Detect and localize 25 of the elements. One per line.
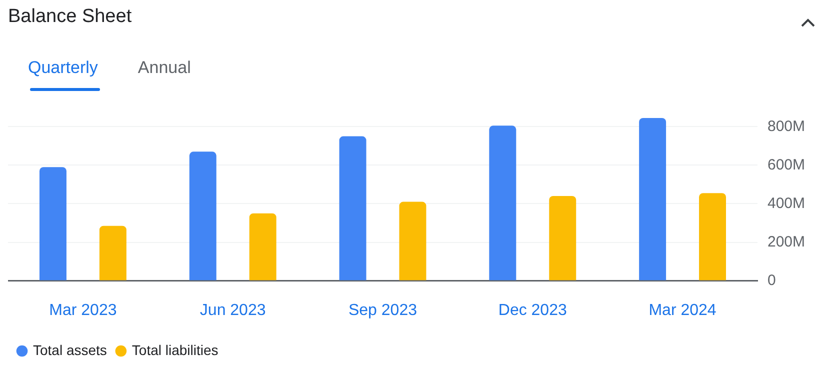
legend-label: Total liabilities (132, 342, 218, 358)
y-tick-label: 0 (767, 272, 776, 289)
bar (249, 213, 276, 280)
x-tick-label: Sep 2023 (348, 302, 418, 319)
bar (339, 136, 366, 280)
legend-label: Total assets (33, 342, 107, 358)
x-tick-label: Mar 2023 (49, 302, 117, 319)
text: Annual (138, 58, 191, 77)
x-tick-label: Dec 2023 (498, 302, 567, 319)
bar (99, 226, 126, 280)
bar (189, 152, 216, 280)
bar (399, 202, 426, 280)
text: Quarterly (28, 58, 98, 77)
chart-title: Balance Sheet (8, 6, 133, 29)
bar (489, 126, 516, 280)
x-tick-label: Jun 2023 (200, 302, 266, 319)
y-tick-label: 400M (767, 194, 806, 212)
bar (699, 193, 726, 280)
y-tick-label: 800M (767, 118, 806, 135)
bar (639, 118, 666, 280)
x-tick-label: Mar 2024 (648, 302, 716, 319)
y-tick-label: 200M (767, 233, 806, 250)
y-tick-label: 600M (767, 156, 806, 174)
bar (549, 196, 576, 280)
bar (39, 167, 66, 280)
